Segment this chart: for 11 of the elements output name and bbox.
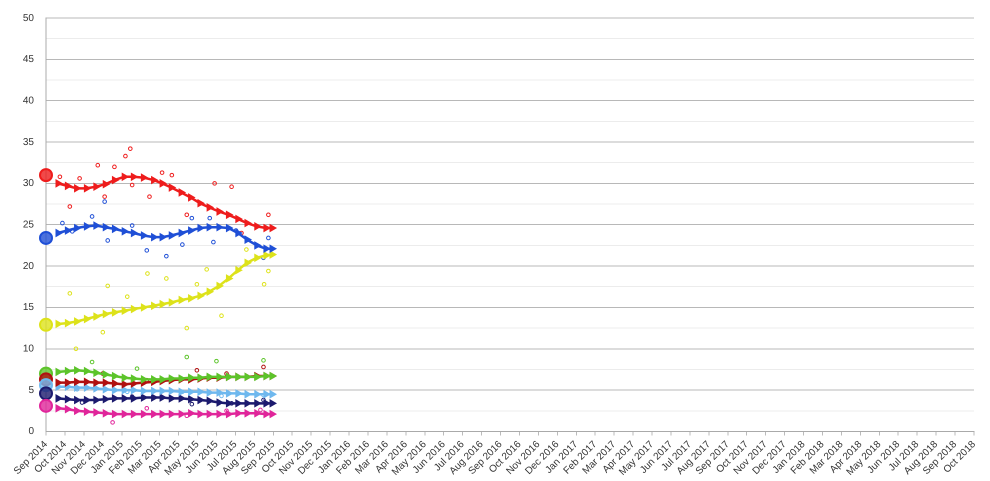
y-tick-label: 50 xyxy=(22,12,34,24)
y-tick-label: 30 xyxy=(22,178,34,190)
y-tick-label: 45 xyxy=(22,54,34,66)
y-tick-label: 20 xyxy=(22,260,34,272)
y-tick-label: 40 xyxy=(22,95,34,106)
y-tick-label: 10 xyxy=(22,344,34,355)
y-tick-label: 35 xyxy=(22,136,34,148)
y-tick-label: 5 xyxy=(28,384,34,396)
y-tick-label: 25 xyxy=(22,219,34,230)
y-tick-label: 0 xyxy=(28,426,34,438)
y-tick-label: 15 xyxy=(22,302,34,314)
